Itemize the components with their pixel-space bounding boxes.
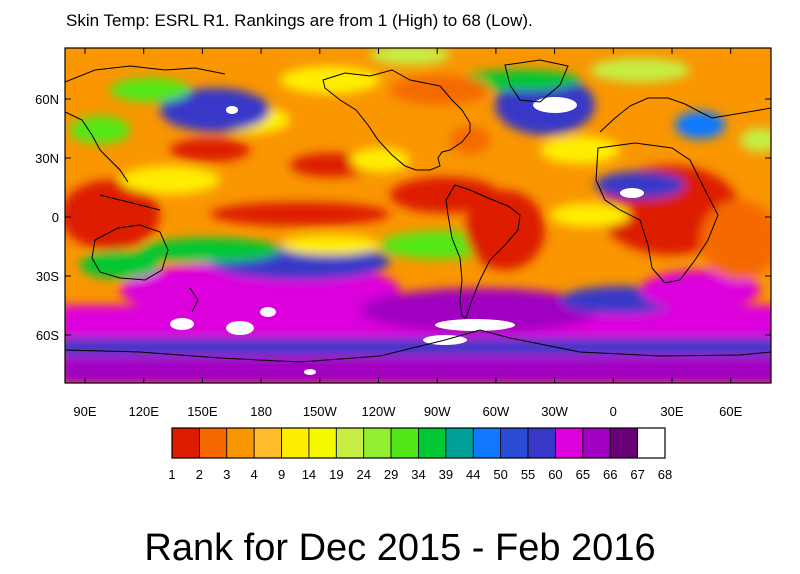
- lon-tick-label: 60E: [719, 404, 742, 419]
- chart-title: Skin Temp: ESRL R1. Rankings are from 1 …: [66, 11, 533, 30]
- longitude-axis: 90E 120E 150E 180 150W 120W 90W 60W 30W 0 30E 60E: [73, 48, 743, 419]
- colorbar-swatch: [308, 427, 337, 459]
- colorbar-swatch: [609, 427, 639, 459]
- lon-tick-label: 90E: [73, 404, 96, 419]
- colorbar-swatch: [363, 427, 392, 459]
- coast-east-asia: [65, 111, 129, 183]
- colorbar-label: 67: [630, 467, 644, 482]
- lon-tick-label: 90W: [424, 404, 451, 419]
- lon-tick-label: 30E: [660, 404, 683, 419]
- coast-maritime-continent: [99, 194, 161, 211]
- colorbar-label: 60: [548, 467, 562, 482]
- colorbar-swatch: [637, 427, 666, 459]
- lat-tick-label: 60S: [36, 328, 59, 343]
- coast-greenland: [504, 59, 569, 103]
- lon-tick-label: 0: [610, 404, 617, 419]
- colorbar-label: 14: [302, 467, 316, 482]
- lon-tick-label: 150E: [187, 404, 218, 419]
- lon-tick-label: 180: [250, 404, 272, 419]
- coast-eurasia-north: [65, 65, 226, 83]
- lon-tick-label: 30W: [541, 404, 568, 419]
- colorbar-swatch: [198, 427, 228, 459]
- lon-tick-label: 120E: [129, 404, 160, 419]
- colorbar-label: 44: [466, 467, 480, 482]
- colorbar-swatch: [226, 427, 255, 459]
- lat-tick-label: 30S: [36, 269, 59, 284]
- colorbar-label: 50: [493, 467, 507, 482]
- colorbar-swatch: [527, 427, 556, 459]
- colorbar-label: 3: [223, 467, 230, 482]
- coast-australia: [91, 224, 169, 281]
- lat-tick-label: 0: [52, 210, 59, 225]
- colorbar-swatch: [390, 427, 419, 459]
- colorbar-swatch: [555, 427, 584, 459]
- rank-field: [65, 48, 771, 383]
- map-frame: [64, 47, 772, 384]
- colorbar-swatch: [253, 427, 282, 459]
- colorbar-swatch: [418, 427, 447, 459]
- lon-tick-label: 60W: [483, 404, 510, 419]
- colorbar-label: 29: [384, 467, 398, 482]
- colorbar-swatch: [582, 427, 611, 459]
- coast-south-america: [445, 184, 521, 319]
- latitude-axis: 60N 30N 0 30S 60S: [35, 92, 771, 343]
- coast-europe: [599, 97, 771, 133]
- lat-tick-label: 30N: [35, 151, 59, 166]
- colorbar: 1 2 3 4 9 14 19 24 29 34 39 44 50 55 60 65 66 67 68: [168, 427, 672, 482]
- lon-tick-label: 150W: [303, 404, 338, 419]
- rank-68-patches: [170, 97, 644, 375]
- coastlines: [65, 59, 771, 363]
- colorbar-swatch: [171, 427, 200, 459]
- coast-antarctica: [65, 329, 771, 363]
- colorbar-swatch: [281, 427, 310, 459]
- colorbar-label: 1: [168, 467, 175, 482]
- coast-africa: [595, 142, 719, 284]
- coast-new-zealand: [189, 287, 199, 313]
- colorbar-label: 4: [251, 467, 258, 482]
- colorbar-swatch: [500, 427, 529, 459]
- period-title: Rank for Dec 2015 - Feb 2016: [144, 527, 656, 569]
- colorbar-label: 24: [356, 467, 370, 482]
- colorbar-frame: [171, 427, 666, 459]
- colorbar-label: 19: [329, 467, 343, 482]
- colorbar-swatch: [445, 427, 474, 459]
- colorbar-label: 68: [658, 467, 672, 482]
- lat-tick-label: 60N: [35, 92, 59, 107]
- colorbar-label: 39: [439, 467, 453, 482]
- colorbar-swatch: [335, 427, 365, 459]
- colorbar-label: 66: [603, 467, 617, 482]
- colorbar-label: 65: [576, 467, 590, 482]
- lon-tick-label: 120W: [362, 404, 397, 419]
- colorbar-label: 2: [196, 467, 203, 482]
- coast-north-america: [322, 69, 471, 171]
- colorbar-swatch: [472, 427, 502, 459]
- colorbar-label: 55: [521, 467, 535, 482]
- colorbar-label: 34: [411, 467, 425, 482]
- colorbar-label: 9: [278, 467, 285, 482]
